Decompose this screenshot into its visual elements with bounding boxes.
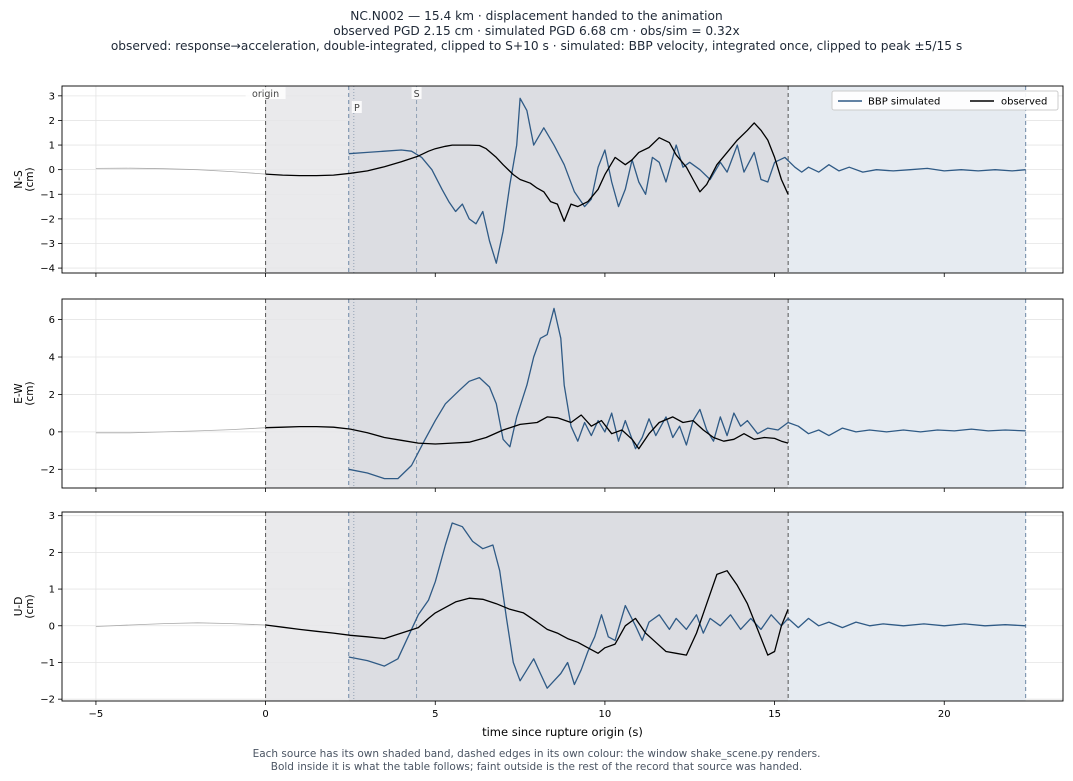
observed-window-band: [265, 299, 349, 488]
chart-subtitle-processing: observed: response→acceleration, double-…: [110, 39, 963, 53]
chart-subtitle-pgd: observed PGD 2.15 cm · simulated PGD 6.6…: [333, 24, 740, 38]
y-tick-label: 2: [49, 116, 55, 127]
y-axis-label: E-W(cm): [13, 381, 36, 405]
caption-line-2: Bold inside it is what the table follows…: [270, 761, 803, 773]
caption-line-1: Each source has its own shaded band, das…: [252, 748, 821, 760]
simulated-series-line: [348, 97, 1026, 264]
legend-label-simulated: BBP simulated: [868, 97, 940, 108]
overlap-window-band: [348, 299, 789, 488]
y-tick-label: 0: [49, 427, 55, 438]
y-tick-label: 4: [49, 353, 55, 364]
x-axis-label: time since rupture origin (s): [482, 725, 643, 739]
y-tick-label: 0: [49, 165, 55, 176]
legend-box: [831, 90, 1059, 111]
x-tick-label: 20: [938, 709, 951, 720]
simulated-series-line: [348, 307, 1026, 480]
observed-series-line: [265, 570, 789, 656]
simulated-window-band: [788, 512, 1026, 701]
y-tick-label: 3: [49, 511, 55, 522]
panel-1: −2 0 2 4 6 E-W(cm): [13, 298, 1064, 492]
simulated-window-band: [788, 86, 1026, 273]
panel-2: −2 −1 0 1 2 3 U-D(cm): [13, 511, 1064, 706]
marker-label-bg: [411, 87, 422, 99]
y-tick-label: −2: [40, 465, 55, 476]
marker-label-bg: [351, 101, 362, 113]
y-tick-label: −1: [40, 658, 55, 669]
x-tick-label: 10: [599, 709, 612, 720]
overlap-window-band: [348, 86, 789, 273]
marker-label-s: S: [414, 89, 420, 100]
y-tick-label: 2: [49, 390, 55, 401]
observed-faint-line: [95, 622, 266, 627]
simulated-window-band: [788, 299, 1026, 488]
panel-frame: [61, 511, 1064, 702]
observed-faint-line: [95, 167, 266, 175]
x-tick-label: 5: [432, 709, 438, 720]
y-tick-label: 0: [49, 621, 55, 632]
y-tick-label: 3: [49, 91, 55, 102]
y-tick-label: −2: [40, 214, 55, 225]
y-axis-label: U-D(cm): [13, 594, 36, 618]
y-tick-label: 1: [49, 585, 55, 596]
panel-frame: [61, 298, 1064, 489]
y-tick-label: −2: [40, 695, 55, 706]
marker-label-origin: origin: [252, 89, 279, 100]
observed-window-band: [265, 86, 349, 273]
y-tick-label: 1: [49, 141, 55, 152]
observed-series-line: [265, 122, 789, 222]
marker-label-p: P: [354, 103, 360, 114]
y-tick-label: −4: [40, 264, 55, 275]
legend: BBP simulated observed: [831, 90, 1059, 111]
chart-title: NC.N002 — 15.4 km · displacement handed …: [350, 9, 723, 23]
y-tick-label: −3: [40, 239, 55, 250]
observed-window-band: [265, 512, 349, 701]
x-tick-label: 0: [262, 709, 268, 720]
x-tick-label: 15: [768, 709, 781, 720]
y-axis-label: N-S(cm): [13, 167, 36, 191]
panel-frame: [61, 85, 1064, 274]
panel-0: −4 −3 −2 −1 0 1 2 3 N-S(cm): [13, 85, 1064, 277]
y-tick-label: 2: [49, 548, 55, 559]
x-tick-label: −5: [89, 709, 104, 720]
legend-label-observed: observed: [1001, 97, 1047, 108]
marker-label-bg: [245, 87, 286, 99]
overlap-window-band: [348, 512, 789, 701]
y-tick-label: 6: [49, 315, 55, 326]
simulated-series-line: [348, 522, 1026, 689]
observed-series-line: [265, 414, 789, 450]
observed-faint-line: [95, 427, 266, 434]
y-tick-label: −1: [40, 190, 55, 201]
